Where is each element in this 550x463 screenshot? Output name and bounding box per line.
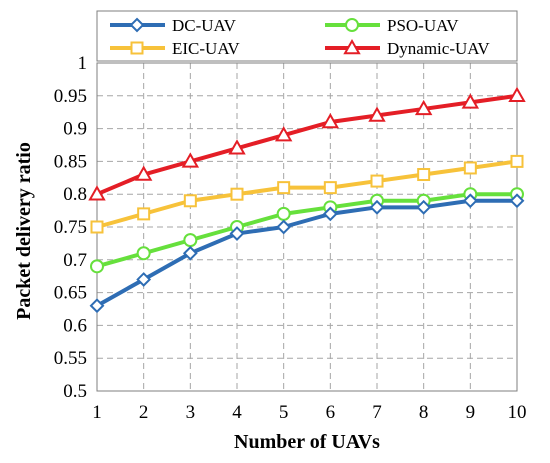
y-tick-label: 0.65 bbox=[54, 283, 87, 304]
x-tick-label: 9 bbox=[466, 402, 476, 423]
legend-label: PSO-UAV bbox=[387, 16, 459, 35]
data-point bbox=[370, 174, 384, 188]
data-point bbox=[416, 199, 432, 215]
data-point bbox=[183, 194, 197, 208]
y-tick-label: 0.85 bbox=[54, 151, 87, 172]
data-point bbox=[230, 187, 244, 201]
data-point bbox=[134, 165, 153, 181]
legend-label: Dynamic-UAV bbox=[387, 39, 490, 58]
legend-marker bbox=[129, 17, 145, 33]
y-tick-label: 0.95 bbox=[54, 86, 87, 107]
data-point bbox=[276, 206, 291, 221]
y-tick-label: 0.9 bbox=[63, 119, 87, 140]
data-point bbox=[510, 154, 524, 168]
y-axis-ticks: 0.5 0.55 0.6 0.65 0.7 0.75 0.8 0.85 0.9 0.95 1 bbox=[54, 53, 87, 402]
legend-label: EIC-UAV bbox=[172, 39, 240, 58]
data-point bbox=[461, 93, 480, 109]
data-point bbox=[88, 185, 106, 201]
data-point bbox=[137, 207, 151, 221]
data-point bbox=[462, 193, 478, 209]
series-line bbox=[96, 159, 518, 229]
x-tick-label: 10 bbox=[508, 402, 527, 423]
data-point bbox=[509, 193, 525, 209]
x-tick-label: 5 bbox=[279, 402, 289, 423]
data-point bbox=[368, 106, 386, 122]
data-point bbox=[229, 226, 245, 241]
data-point bbox=[136, 272, 152, 287]
x-tick-label: 4 bbox=[232, 402, 242, 423]
y-axis-title: Packet delivery ratio bbox=[13, 142, 35, 320]
x-tick-label: 8 bbox=[419, 402, 429, 423]
y-tick-label: 0.5 bbox=[63, 381, 87, 402]
legend-entry-pso-uav: PSO-UAV bbox=[325, 16, 459, 35]
data-point bbox=[181, 152, 200, 168]
legend-label: DC-UAV bbox=[172, 16, 237, 35]
data-point bbox=[276, 219, 292, 235]
series-pso-uav bbox=[90, 187, 524, 274]
data-point bbox=[182, 245, 198, 261]
data-point bbox=[183, 233, 198, 248]
legend-box bbox=[96, 10, 518, 62]
x-tick-label: 2 bbox=[139, 402, 149, 423]
series-dynamic-uav bbox=[88, 86, 526, 201]
data-point bbox=[322, 206, 338, 222]
legend-entry-dynamic-uav: Dynamic-UAV bbox=[325, 38, 490, 58]
y-tick-label: 0.55 bbox=[54, 348, 87, 369]
series-line bbox=[96, 198, 517, 308]
grid-lines bbox=[97, 63, 517, 391]
series-dc-uav bbox=[89, 193, 525, 314]
data-point bbox=[277, 181, 291, 195]
y-tick-label: 0.75 bbox=[54, 217, 87, 238]
legend-entry-eic-uav: EIC-UAV bbox=[110, 39, 240, 58]
data-point bbox=[508, 86, 526, 103]
x-axis-ticks: 1 2 3 4 5 6 7 8 9 10 bbox=[92, 402, 526, 423]
data-point bbox=[369, 199, 385, 215]
data-point bbox=[89, 298, 105, 314]
data-point bbox=[274, 126, 293, 142]
series-layer bbox=[88, 86, 526, 314]
y-tick-label: 1 bbox=[78, 53, 88, 74]
x-tick-label: 7 bbox=[372, 402, 382, 423]
legend-entry-dc-uav: DC-UAV bbox=[110, 16, 237, 35]
y-tick-label: 0.8 bbox=[63, 184, 87, 205]
data-point bbox=[321, 113, 340, 129]
series-line bbox=[96, 93, 518, 197]
data-point bbox=[414, 99, 433, 116]
series-eic-uav bbox=[90, 154, 524, 234]
data-point bbox=[90, 220, 104, 234]
legend-marker bbox=[343, 38, 361, 55]
x-tick-label: 3 bbox=[186, 402, 196, 423]
y-tick-label: 0.6 bbox=[63, 315, 87, 336]
y-tick-label: 0.7 bbox=[63, 250, 87, 271]
data-point bbox=[90, 259, 104, 274]
series-line bbox=[96, 192, 517, 269]
x-tick-label: 1 bbox=[92, 402, 102, 423]
legend-marker bbox=[345, 18, 359, 32]
data-point bbox=[323, 181, 337, 195]
data-point bbox=[463, 161, 477, 175]
legend: DC-UAV PSO-UAV EIC-UAV Dynamic-UAV bbox=[96, 10, 518, 62]
data-point bbox=[417, 168, 431, 182]
data-point bbox=[136, 246, 151, 261]
legend-marker bbox=[130, 41, 144, 55]
x-tick-label: 6 bbox=[326, 402, 336, 423]
x-axis-title: Number of UAVs bbox=[234, 431, 380, 453]
data-point bbox=[228, 139, 246, 155]
